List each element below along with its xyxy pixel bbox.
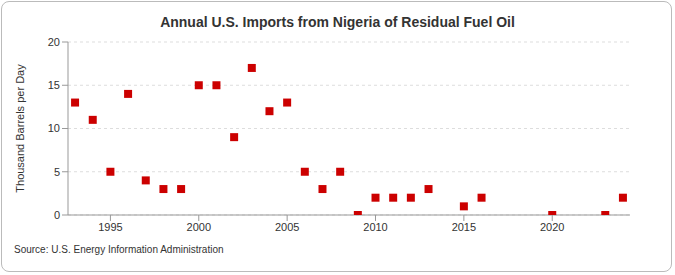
- svg-text:2005: 2005: [275, 221, 299, 233]
- svg-text:Thousand Barrels per Day: Thousand Barrels per Day: [14, 64, 26, 193]
- svg-text:10: 10: [48, 122, 60, 134]
- svg-text:2020: 2020: [540, 221, 564, 233]
- svg-text:5: 5: [54, 166, 60, 178]
- svg-text:0: 0: [54, 209, 60, 221]
- svg-text:20: 20: [48, 36, 60, 48]
- svg-text:2015: 2015: [452, 221, 476, 233]
- svg-text:2000: 2000: [187, 221, 211, 233]
- svg-text:1995: 1995: [98, 221, 122, 233]
- svg-text:2010: 2010: [363, 221, 387, 233]
- html-text:Annual U.S. Imports from Niger: Annual U.S. Imports from Nigeria of Resi…: [160, 14, 515, 30]
- html-text:Source: U.S. Energy Informatio: Source: U.S. Energy Information Administ…: [14, 244, 224, 255]
- svg-text:15: 15: [48, 79, 60, 91]
